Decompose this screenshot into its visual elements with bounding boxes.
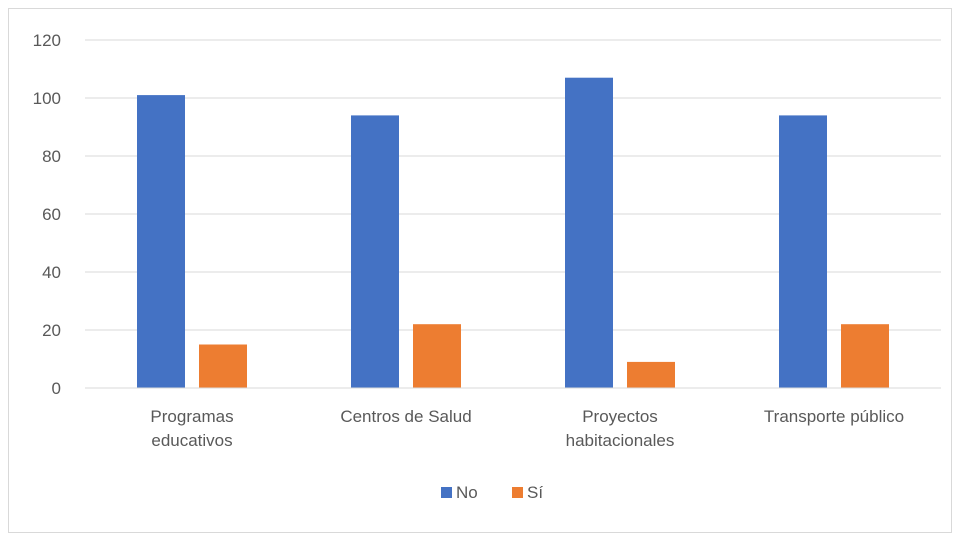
x-category-label-line: Transporte público	[764, 407, 904, 426]
bars	[137, 77, 889, 389]
legend: No Sí	[441, 483, 543, 502]
legend-swatch-si	[512, 487, 523, 498]
x-category-label-line: Proyectos	[582, 407, 658, 426]
bar-si-3	[627, 361, 675, 388]
y-tick-label: 20	[42, 321, 61, 340]
y-tick-label: 0	[52, 379, 61, 398]
bar-no-2	[351, 115, 399, 389]
y-tick-label: 80	[42, 147, 61, 166]
x-category-label: Centros de Salud	[340, 407, 471, 426]
bar-chart: 0 20 40 60 80 100 120 Programas educativos Centr…	[33, 31, 941, 502]
bar-no-1	[137, 95, 185, 388]
y-tick-label: 60	[42, 205, 61, 224]
chart-frame: 0 20 40 60 80 100 120 Programas educativos Centr…	[8, 8, 952, 533]
y-tick-label: 100	[33, 89, 61, 108]
y-tick-label: 120	[33, 31, 61, 50]
bar-no-4	[779, 115, 827, 389]
x-category-label-line: educativos	[151, 431, 232, 450]
x-category-label: Programas educativos	[150, 407, 233, 450]
y-tick-label: 40	[42, 263, 61, 282]
legend-label-si: Sí	[527, 483, 543, 502]
bar-si-1	[199, 344, 247, 388]
x-category-label: Transporte público	[764, 407, 904, 426]
legend-swatch-no	[441, 487, 452, 498]
x-axis-category-labels: Programas educativos Centros de Salud Proye…	[150, 407, 904, 450]
x-category-label-line: Programas	[150, 407, 233, 426]
bar-no-3	[565, 77, 613, 388]
bar-si-4	[841, 324, 889, 388]
legend-label-no: No	[456, 483, 478, 502]
bar-si-2	[413, 324, 461, 388]
x-category-label: Proyectos habitacionales	[566, 407, 675, 450]
x-category-label-line: habitacionales	[566, 431, 675, 450]
x-category-label-line: Centros de Salud	[340, 407, 471, 426]
y-axis-tick-labels: 0 20 40 60 80 100 120	[33, 31, 61, 398]
